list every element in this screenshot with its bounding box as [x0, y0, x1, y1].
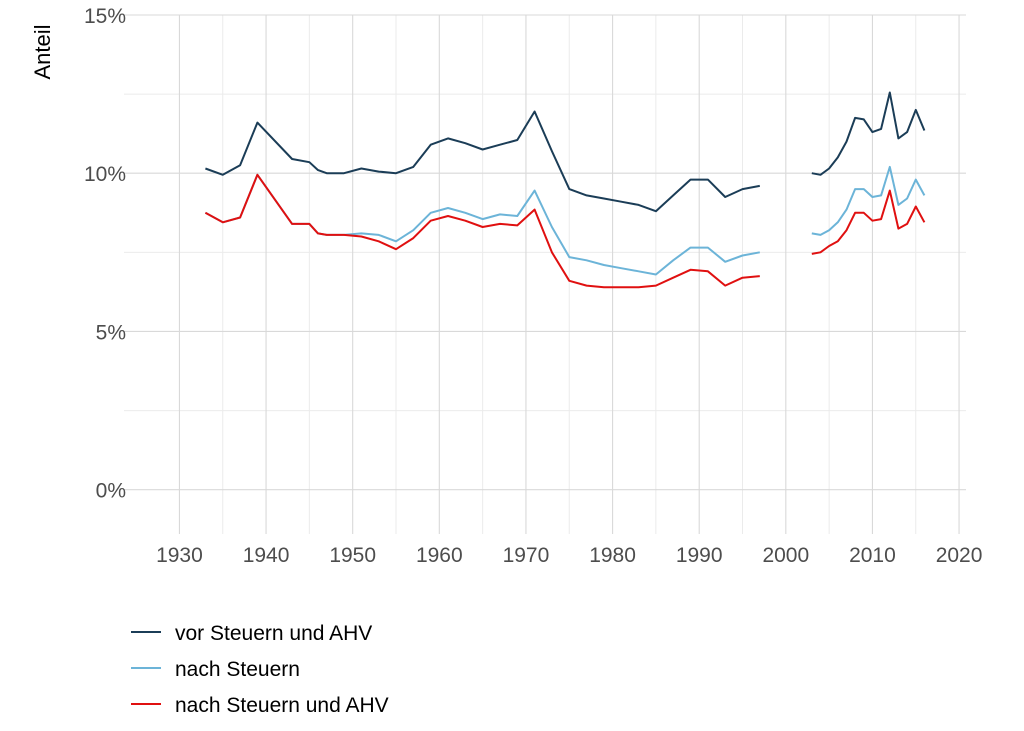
x-tick-label: 1950: [329, 544, 376, 567]
series-line: [205, 110, 760, 213]
y-axis-tick-labels: 0% 5% 10% 15%: [84, 5, 126, 503]
x-tick-label: 2020: [936, 544, 983, 567]
series-line: [811, 189, 926, 255]
x-tick-label: 1970: [503, 544, 550, 567]
legend-item: vor Steuern und AHV: [131, 622, 372, 645]
series-line: [811, 91, 926, 176]
x-tick-label: 1930: [156, 544, 203, 567]
major-gridlines: [124, 14, 966, 534]
x-tick-label: 1990: [676, 544, 723, 567]
legend-item: nach Steuern und AHV: [131, 694, 389, 717]
series-1: [205, 91, 926, 213]
x-tick-label: 1940: [243, 544, 290, 567]
x-tick-label: 1980: [589, 544, 636, 567]
minor-gridlines: [124, 15, 966, 534]
x-axis-tick-labels: 1930 1940 1950 1960 1970 1980 1990 2000 2010 2020: [156, 544, 982, 567]
legend-label: nach Steuern: [175, 658, 300, 681]
legend-item: nach Steuern: [131, 658, 300, 681]
legend: vor Steuern und AHV nach Steuern nach Steu…: [131, 622, 389, 717]
x-tick-label: 2000: [762, 544, 809, 567]
series-3: [204, 173, 926, 289]
x-tick-label: 1960: [416, 544, 463, 567]
y-tick-label: 15%: [84, 5, 126, 28]
series-2: [204, 165, 926, 276]
series-line: [204, 173, 760, 289]
legend-label: vor Steuern und AHV: [175, 622, 372, 645]
legend-label: nach Steuern und AHV: [175, 694, 389, 717]
x-tick-label: 2010: [849, 544, 896, 567]
y-tick-label: 0%: [96, 480, 126, 503]
series-lines: [204, 91, 926, 289]
y-tick-label: 5%: [96, 321, 126, 344]
series-line: [811, 165, 926, 236]
y-axis-title: Anteil: [30, 24, 55, 79]
y-tick-label: 10%: [84, 163, 126, 186]
